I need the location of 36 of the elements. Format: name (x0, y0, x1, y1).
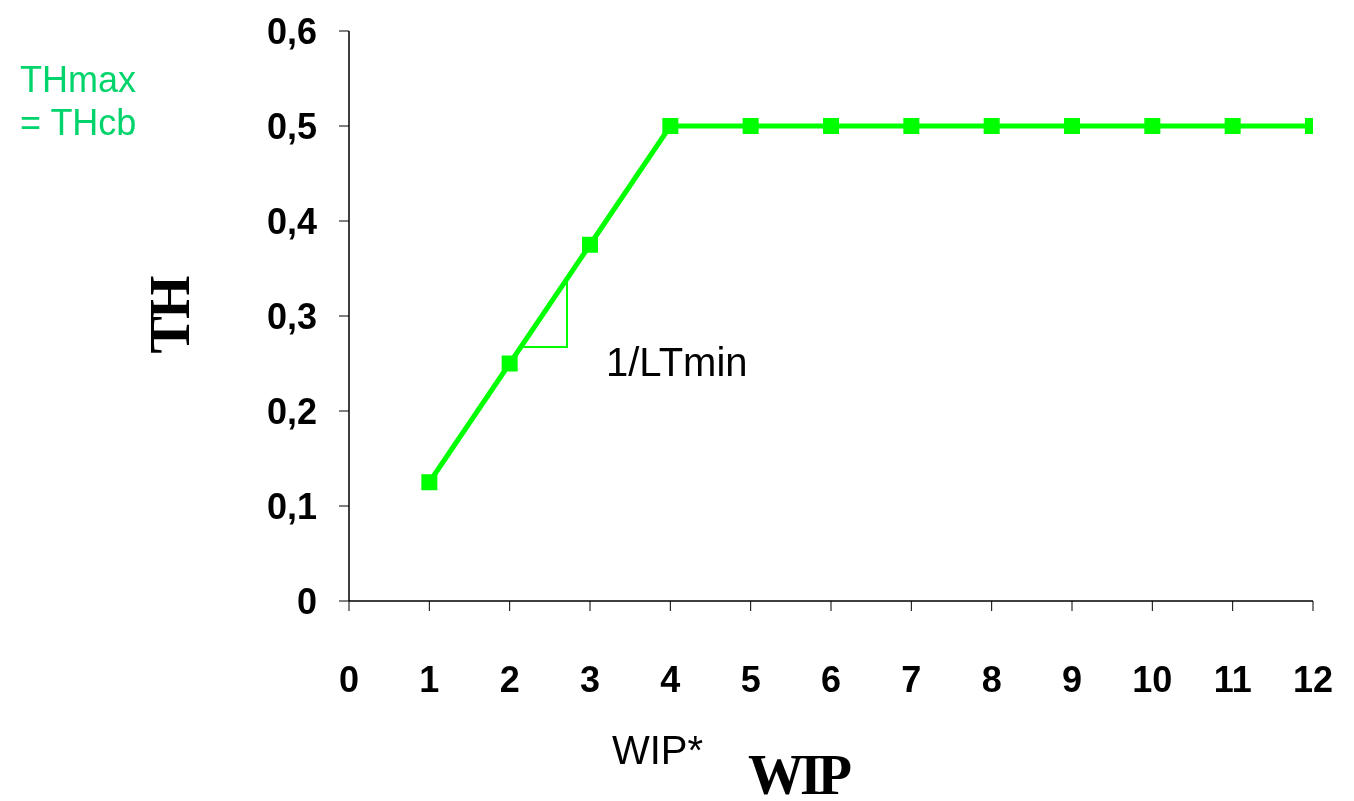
y-axis-title: TH (139, 277, 201, 356)
y-tick-label: 0,2 (266, 390, 317, 432)
point (501, 355, 518, 372)
y-tick-label: 0,3 (266, 295, 317, 337)
point (983, 118, 1000, 134)
x-tick-label: 6 (820, 658, 842, 700)
x-tick-label: 4 (660, 658, 681, 700)
x-tick-label: 0 (338, 658, 360, 700)
y-tick-label: 0,1 (266, 485, 317, 527)
annotation: 1/LTmin (606, 339, 749, 386)
point (1064, 118, 1080, 134)
x-tick-label: 2 (499, 658, 520, 700)
x-tick-label: 9 (1061, 658, 1083, 700)
x-tick-label: 5 (740, 658, 761, 700)
y-tick-label: 0,6 (266, 10, 317, 52)
point (662, 118, 679, 134)
point (582, 236, 598, 253)
point (903, 118, 920, 134)
x-tick-label: 11 (1213, 658, 1252, 700)
x-tick-label: 3 (579, 658, 601, 700)
x-tick-label: 8 (981, 658, 1002, 700)
text: THmax = THcb (20, 58, 138, 145)
y-tick-label: 0 (296, 580, 317, 622)
x-tick-label: 7 (901, 658, 922, 700)
x-tick-label: 12 (1292, 658, 1334, 700)
y-tick-label: 0,5 (266, 105, 317, 147)
x-axis-title: WIP (748, 743, 848, 801)
point (1224, 118, 1241, 134)
point (1144, 118, 1161, 134)
point (742, 118, 759, 134)
x-tick-label: 10 (1132, 658, 1173, 700)
text: WIP* (612, 728, 704, 772)
point (421, 474, 438, 491)
y-tick-label: 0,4 (266, 200, 317, 242)
x-tick-label: 1 (419, 658, 440, 700)
point (823, 118, 839, 134)
